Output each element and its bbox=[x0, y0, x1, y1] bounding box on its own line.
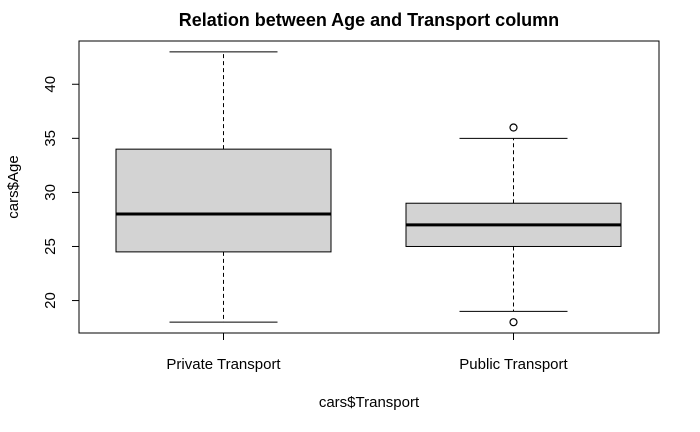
x-tick-label: Public Transport bbox=[459, 356, 568, 373]
y-tick-label: 40 bbox=[42, 76, 59, 93]
x-axis: Private Transport Public Transport bbox=[166, 333, 569, 373]
y-tick-label: 20 bbox=[42, 292, 59, 309]
y-tick-label: 35 bbox=[42, 130, 59, 147]
chart-title: Relation between Age and Transport colum… bbox=[179, 10, 559, 30]
x-axis-label: cars$Transport bbox=[319, 394, 420, 411]
iqr-box bbox=[115, 148, 332, 253]
outlier-point bbox=[509, 318, 518, 327]
y-tick-label: 25 bbox=[42, 238, 59, 255]
y-axis-label: cars$Age bbox=[5, 155, 22, 218]
y-tick-label: 30 bbox=[42, 184, 59, 201]
outlier-point bbox=[509, 123, 518, 132]
plot-marks bbox=[115, 51, 622, 327]
y-axis: 20 25 30 35 40 bbox=[42, 76, 80, 309]
x-tick-label: Private Transport bbox=[166, 356, 281, 373]
